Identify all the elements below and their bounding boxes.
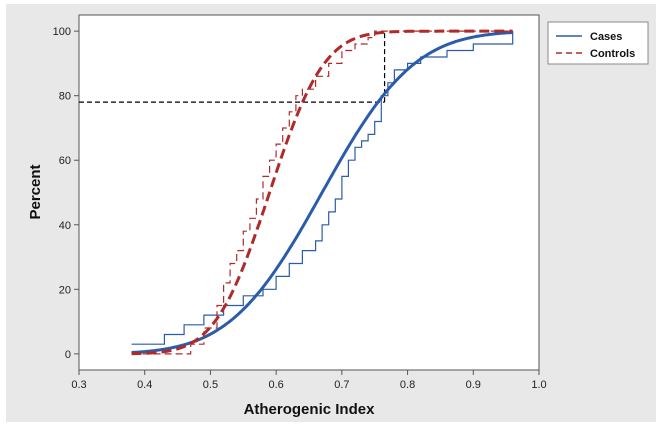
- x-axis-label: Atherogenic Index: [244, 401, 376, 418]
- y-tick-label: 20: [59, 284, 71, 296]
- x-tick-label: 0.3: [71, 379, 86, 391]
- reference-lines: [79, 31, 386, 103]
- fitted-cdf-controls: [131, 29, 513, 356]
- x-tick-label: 0.9: [466, 379, 481, 391]
- y-tick-label: 40: [59, 220, 71, 232]
- ecdf-step-controls: [131, 30, 513, 355]
- legend-label-cases: Cases: [590, 31, 622, 43]
- y-tick-label: 80: [59, 91, 71, 103]
- x-tick-label: 1.0: [531, 379, 546, 391]
- legend-box: [547, 21, 649, 65]
- axes: 0.3 0.4 0.5 0.6 0.7 0.8 0.9 1.0 0 20 40 60 80 100: [53, 26, 547, 391]
- y-axis-label: Percent: [27, 164, 44, 219]
- y-tick-label: 60: [59, 155, 71, 167]
- legend: Cases Controls: [547, 21, 649, 65]
- x-tick-label: 0.4: [137, 379, 152, 391]
- y-tick-label: 100: [53, 26, 71, 38]
- x-tick-label: 0.7: [334, 379, 349, 391]
- plot-area: [78, 14, 540, 371]
- legend-label-controls: Controls: [590, 48, 635, 60]
- x-tick-label: 0.5: [203, 379, 218, 391]
- x-tick-label: 0.6: [268, 379, 283, 391]
- y-tick-label: 0: [65, 349, 71, 361]
- series-layer: [131, 29, 514, 356]
- x-tick-label: 0.8: [400, 379, 415, 391]
